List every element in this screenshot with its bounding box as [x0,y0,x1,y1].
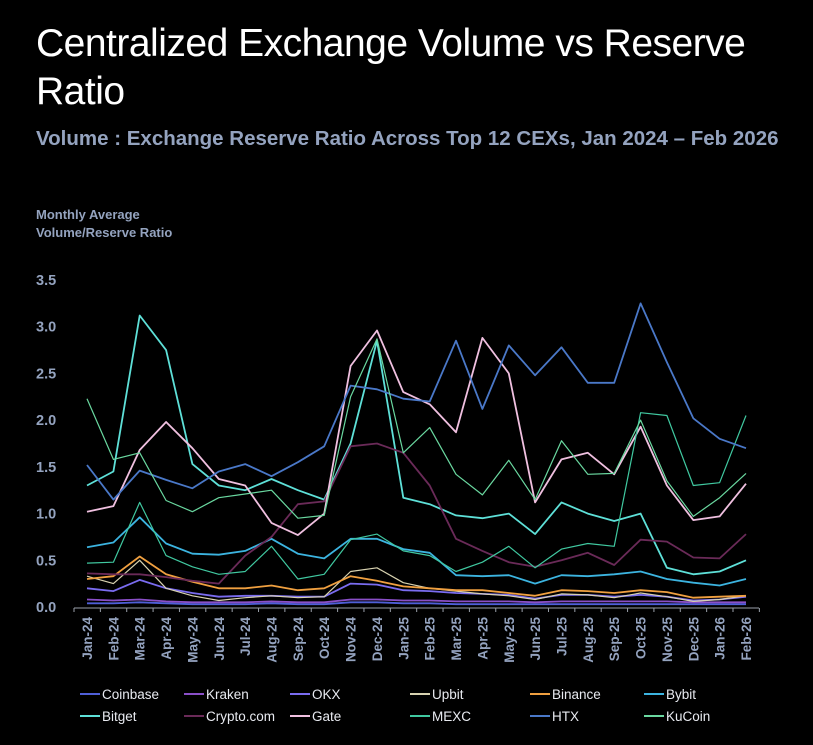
legend-swatch [644,693,664,695]
legend-label: Upbit [432,686,464,702]
legend-swatch [184,715,204,717]
legend-label: Bybit [666,686,697,702]
y-tick-label: 1.0 [36,507,56,523]
legend-item-bitget[interactable]: Bitget [80,706,137,726]
legend-label: KuCoin [666,708,711,724]
x-tick-label: Oct-24 [317,617,332,660]
legend-item-binance[interactable]: Binance [530,684,601,704]
x-tick-label: May-24 [185,617,200,663]
series-line-coinbase [87,601,746,606]
y-tick-label: 0.0 [36,600,56,616]
series-line-binance [86,555,747,599]
x-tick-label: Nov-25 [660,617,675,663]
legend-label: Kraken [206,686,249,702]
x-tick-label: Jul-25 [554,617,569,657]
series-line-kucoin [86,338,747,519]
series-line-upbit [86,559,747,603]
legend-label: Coinbase [102,686,160,702]
legend-swatch [290,715,310,717]
x-tick-label: Nov-24 [344,617,359,663]
legend-item-kraken[interactable]: Kraken [184,684,249,704]
legend-swatch [290,693,310,695]
legend-label: Crypto.com [206,708,276,724]
series-line-okx [86,579,747,602]
y-axis-label: Monthly Average Volume/Reserve Ratio [36,207,173,240]
legend-label: MEXC [432,708,472,724]
legend-swatch [530,715,550,717]
x-tick-label: Oct-25 [634,617,649,660]
legend-swatch [80,693,100,695]
legend-item-htx[interactable]: HTX [530,706,579,726]
x-tick-label: Sep-24 [291,617,306,662]
legend-item-gate[interactable]: Gate [290,706,341,726]
legend-label: Gate [312,708,342,724]
x-tick-label: Aug-24 [265,617,280,663]
legend-item-upbit[interactable]: Upbit [410,684,464,704]
x-tick-label: Feb-25 [423,617,438,661]
legend-swatch [644,715,664,717]
series-line-crypto-com [86,442,747,585]
x-tick-label: Apr-24 [159,617,174,660]
x-tick-label: Dec-25 [686,617,701,662]
y-tick-label: 2.0 [36,413,56,429]
legend-item-bybit[interactable]: Bybit [644,684,696,704]
x-tick-label: Mar-24 [133,617,148,661]
legend-swatch [80,715,100,717]
series-lines [86,302,747,606]
series-line-htx [86,302,747,501]
y-tick-label: 2.5 [36,366,56,382]
legend-item-mexc[interactable]: MEXC [410,706,471,726]
x-tick-label: Jan-25 [396,617,411,660]
y-axis: 0.0 0.5 1.0 1.5 2.0 2.5 3.0 3.5 [36,273,56,616]
x-tick-label: Jul-24 [238,617,253,657]
legend-label: OKX [312,686,341,702]
x-tick-label: Dec-24 [370,617,385,662]
x-tick-label: Aug-25 [581,617,596,663]
y-tick-label: 1.5 [36,460,56,476]
y-tick-label: 3.0 [36,320,56,336]
x-tick-label: Feb-24 [106,617,121,661]
legend-swatch [530,693,550,695]
x-tick-label: Jun-25 [528,617,543,661]
x-tick-label: Jun-24 [212,617,227,661]
y-tick-label: 0.5 [36,553,56,569]
x-axis: Jan-24 Feb-24 Mar-24 Apr-24 May-24 Jun-24 Jul-… [73,607,760,663]
x-tick-label: Jan-26 [713,617,728,660]
legend-item-kucoin[interactable]: KuCoin [644,706,710,726]
x-tick-label: Apr-25 [475,617,490,660]
y-tick-label: 3.5 [36,273,56,289]
x-tick-label: Mar-25 [449,617,464,661]
series-line-mexc [86,412,747,580]
legend-item-okx[interactable]: OKX [290,684,341,704]
x-tick-label: Feb-26 [739,617,754,661]
series-line-bitget [86,314,747,576]
chart-title: Centralized Exchange Volume vs Reserve R… [36,22,746,113]
legend-label: Binance [552,686,601,702]
legend-swatch [410,693,430,695]
x-tick-label: Sep-25 [607,617,622,662]
legend-swatch [184,693,204,695]
x-tick-label: May-25 [502,617,517,663]
legend-item-coinbase[interactable]: Coinbase [80,684,159,704]
legend-label: HTX [552,708,579,724]
series-line-bybit [86,516,747,587]
x-tick-label: Jan-24 [80,617,95,660]
legend-item-crypto-com[interactable]: Crypto.com [184,706,275,726]
chart-subtitle: Volume : Exchange Reserve Ratio Across T… [36,127,779,150]
legend-label: Bitget [102,708,137,724]
series-line-kraken [86,598,746,604]
legend-swatch [410,715,430,717]
